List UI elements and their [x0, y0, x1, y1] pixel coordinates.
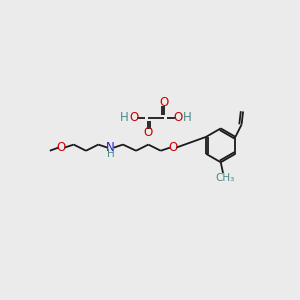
Text: H: H — [183, 111, 192, 124]
Text: N: N — [106, 141, 115, 154]
Text: O: O — [159, 97, 168, 110]
Text: H: H — [120, 111, 129, 124]
Text: O: O — [129, 111, 138, 124]
Text: O: O — [57, 141, 66, 154]
Text: H: H — [107, 149, 115, 159]
Text: O: O — [144, 126, 153, 139]
Text: CH₃: CH₃ — [215, 173, 234, 184]
Text: O: O — [168, 141, 178, 154]
Text: O: O — [174, 111, 183, 124]
